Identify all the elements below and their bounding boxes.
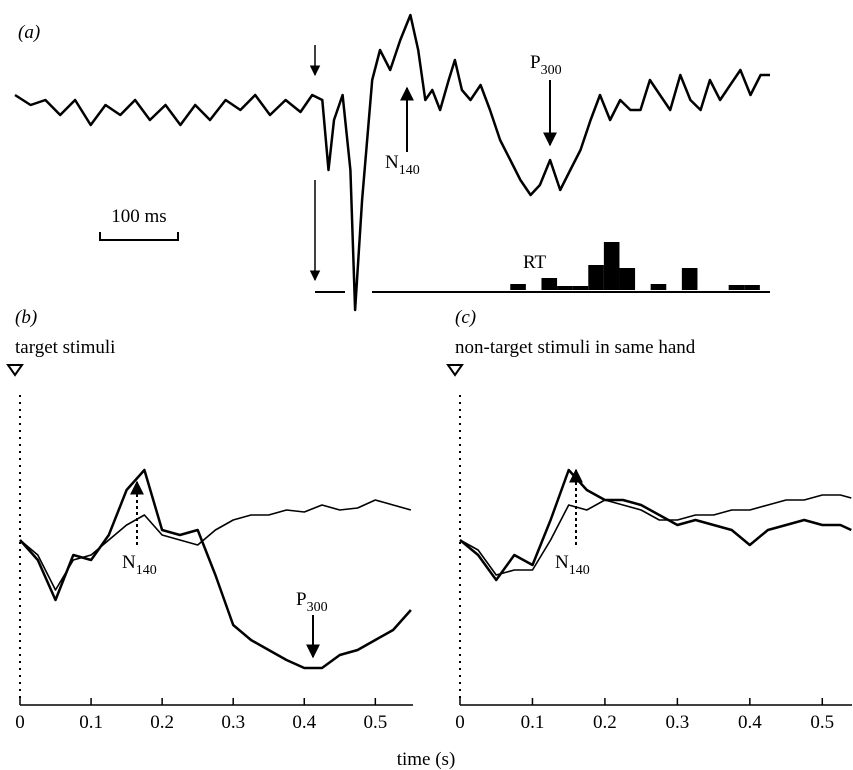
- trace: [14, 13, 770, 312]
- scale-bar-label: 100 ms: [111, 206, 166, 227]
- scale-bar: [99, 232, 179, 241]
- annotation-text: N: [122, 552, 136, 573]
- annotation: N140: [555, 552, 590, 578]
- x-tick-label: 0.2: [150, 712, 174, 733]
- rt-bar: [728, 285, 745, 290]
- rt-bar: [557, 286, 573, 290]
- panel-label: (b): [15, 307, 37, 328]
- rt-bar: [603, 242, 620, 290]
- trace: [19, 468, 412, 670]
- annotation: N140: [385, 152, 420, 178]
- x-tick-label: 0.2: [593, 712, 617, 733]
- annotation-sub: 300: [541, 63, 562, 78]
- annotation-text: N: [385, 152, 399, 173]
- annotation-text: P: [296, 589, 307, 610]
- x-tick-label: 0.5: [810, 712, 834, 733]
- annotation: P300: [530, 52, 562, 78]
- annotation-sub: 140: [569, 563, 590, 578]
- x-axis-label: time (s): [397, 749, 456, 770]
- panel-title: target stimuli: [15, 337, 115, 358]
- rt-bar: [650, 284, 667, 290]
- annotation-text: N: [555, 552, 569, 573]
- x-tick-label: 0.3: [221, 712, 245, 733]
- annotation-text: P: [530, 52, 541, 73]
- x-tick-label: 0: [455, 712, 465, 733]
- rt-bar: [588, 265, 604, 290]
- rt-bar: [510, 284, 526, 290]
- trace: [19, 499, 412, 591]
- panel-label: (a): [18, 22, 40, 43]
- annotation: P300: [296, 589, 328, 615]
- trace: [459, 494, 852, 576]
- annotation-sub: 300: [307, 600, 328, 615]
- x-tick-label: 0.3: [666, 712, 690, 733]
- annotation-sub: 140: [136, 563, 157, 578]
- rt-label: RT: [523, 252, 547, 273]
- x-tick-label: 0.4: [738, 712, 762, 733]
- rt-bar: [572, 286, 589, 290]
- stimulus-marker: [446, 364, 464, 377]
- panel-title: non-target stimuli in same hand: [455, 337, 696, 358]
- rt-bar: [744, 285, 760, 290]
- x-tick-label: 0.1: [521, 712, 545, 733]
- x-tick-label: 0.4: [292, 712, 316, 733]
- annotation-sub: 140: [399, 163, 420, 178]
- panel-label: (c): [455, 307, 476, 328]
- annotation: N140: [122, 552, 157, 578]
- x-tick-label: 0.1: [79, 712, 103, 733]
- rt-bar: [619, 268, 636, 290]
- trace: [459, 468, 852, 582]
- stimulus-marker: [6, 364, 24, 377]
- x-tick-label: 0: [15, 712, 25, 733]
- rt-bar: [681, 268, 698, 290]
- rt-bar: [541, 278, 558, 290]
- x-tick-label: 0.5: [363, 712, 387, 733]
